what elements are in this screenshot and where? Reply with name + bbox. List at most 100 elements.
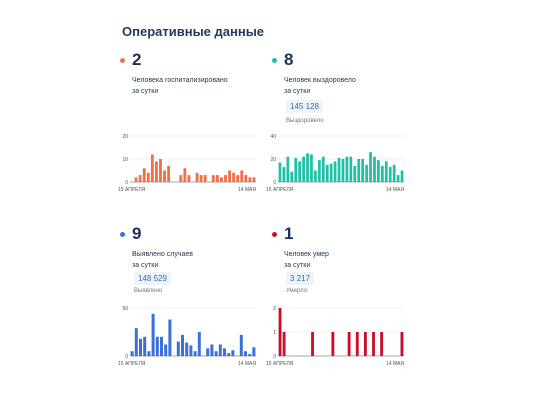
y-tick-label: 50 xyxy=(122,306,128,312)
bar xyxy=(314,170,317,182)
bar xyxy=(329,163,333,182)
bar xyxy=(232,172,236,182)
recovered-block: 8 Человек выздоровело за сутки 145 128 В… xyxy=(272,50,422,230)
bar xyxy=(227,353,231,356)
bar xyxy=(373,156,376,182)
y-tick-label: 20 xyxy=(122,134,128,140)
bar xyxy=(244,351,247,356)
recovered-description: Человек выздоровело за сутки xyxy=(284,77,356,95)
hospitalized-chart: 0 10 20 15 АПРЕЛЯ 14 МАЯ xyxy=(118,134,256,193)
bar xyxy=(142,168,146,182)
bar xyxy=(138,175,142,182)
bar xyxy=(290,171,294,182)
bar xyxy=(211,175,215,182)
y-tick-label: 0 xyxy=(273,354,276,360)
died-block: 1 Человек умер за сутки 3 217 Умерло xyxy=(272,224,422,404)
bar xyxy=(150,154,154,182)
bar xyxy=(282,332,286,356)
recovered-dot-icon xyxy=(272,58,277,63)
died-dot-icon xyxy=(272,232,277,237)
bar xyxy=(195,172,199,182)
bar xyxy=(218,344,222,356)
bar xyxy=(193,351,197,356)
bar xyxy=(239,334,243,356)
bar xyxy=(286,156,290,182)
bar xyxy=(231,350,235,356)
detected-number: 9 xyxy=(132,224,142,243)
died-number: 1 xyxy=(284,224,294,243)
bar xyxy=(130,351,134,356)
x-tick-label: 14 МАЯ xyxy=(238,187,256,193)
bar xyxy=(244,175,248,182)
y-tick-label: 10 xyxy=(122,157,128,163)
bar xyxy=(240,170,244,182)
bar xyxy=(187,175,191,182)
bar xyxy=(151,313,155,356)
bar xyxy=(210,344,214,356)
bar xyxy=(206,348,210,356)
y-tick-label: 20 xyxy=(270,157,276,163)
bar xyxy=(333,161,337,182)
hospitalized-dot-icon xyxy=(120,58,125,63)
bar xyxy=(372,332,375,356)
y-tick-label: 0 xyxy=(273,180,276,186)
bar xyxy=(189,345,193,356)
bar xyxy=(317,160,321,182)
bar xyxy=(325,164,329,182)
page-title: Оперативные данные xyxy=(122,24,265,39)
bar xyxy=(147,351,151,356)
bar xyxy=(179,175,183,182)
bar xyxy=(355,332,359,356)
bar xyxy=(310,154,313,182)
y-tick-label: 2 xyxy=(273,306,276,312)
bar xyxy=(167,165,171,182)
bar xyxy=(139,338,142,356)
bar xyxy=(163,170,166,182)
bar xyxy=(252,177,256,182)
died-description: Человек умер за сутки xyxy=(284,251,329,269)
x-tick-label: 14 МАЯ xyxy=(386,187,404,193)
bar xyxy=(199,175,203,182)
bar xyxy=(341,159,345,182)
bar xyxy=(337,157,341,182)
x-tick-label: 14 МАЯ xyxy=(386,361,404,367)
bar xyxy=(380,332,384,356)
bar xyxy=(377,160,380,182)
y-tick-label: 0 xyxy=(125,180,128,186)
bar xyxy=(349,156,353,182)
bar xyxy=(143,336,147,356)
died-total: 3 217 xyxy=(286,272,315,285)
detected-chart: 0 50 15 АПРЕЛЯ 14 МАЯ xyxy=(118,306,256,367)
x-tick-label: 15 АПРЕЛЯ xyxy=(118,361,146,367)
bar xyxy=(311,332,314,356)
bar xyxy=(306,153,309,182)
died-total-label: Умерло xyxy=(286,288,308,294)
bar xyxy=(146,172,150,182)
bar xyxy=(176,341,180,356)
bar xyxy=(183,168,187,182)
hospitalized-description: Человека госпитализировано за сутки xyxy=(132,77,228,95)
bar xyxy=(369,152,372,182)
bar xyxy=(155,336,159,356)
detected-block: 9 Выявлено случаев за сутки 148 529 Выяв… xyxy=(120,224,270,404)
bar xyxy=(197,332,201,356)
bar xyxy=(164,344,168,356)
hospitalized-block: 2 Человека госпитализировано за сутки xyxy=(120,50,270,230)
bar xyxy=(345,156,349,182)
bar xyxy=(400,170,404,182)
bar xyxy=(357,159,361,182)
bar xyxy=(134,328,138,356)
bar xyxy=(252,347,256,356)
died-chart: 0 1 2 15 АПРЕЛЯ 14 МАЯ xyxy=(266,306,404,367)
bar xyxy=(278,162,282,182)
x-tick-label: 15 АПРЕЛЯ xyxy=(118,187,146,193)
bar xyxy=(134,177,138,182)
y-tick-label: 40 xyxy=(270,134,276,140)
bar xyxy=(220,177,223,182)
x-tick-label: 15 АПРЕЛЯ xyxy=(266,187,294,193)
detected-total-label: Выявлено xyxy=(134,288,163,294)
bar xyxy=(298,161,302,182)
bar xyxy=(400,332,404,356)
bar xyxy=(228,170,232,182)
bar xyxy=(347,332,351,356)
